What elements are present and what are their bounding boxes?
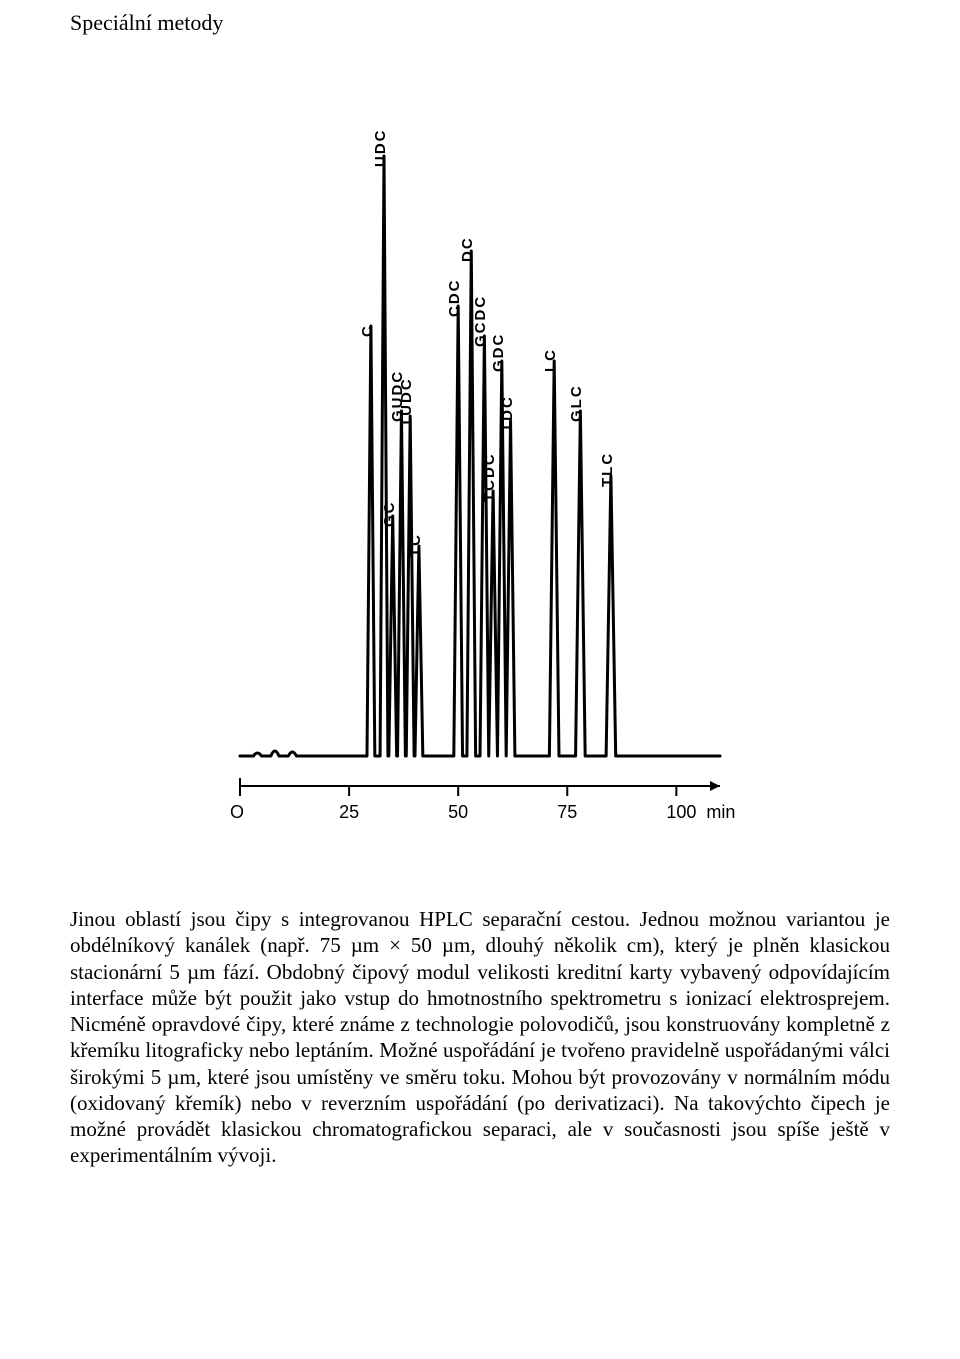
- peak-label: TLC: [599, 452, 616, 487]
- peak-label: LC: [542, 348, 559, 372]
- body-paragraph: Jinou oblastí jsou čipy s integrovanou H…: [70, 906, 890, 1169]
- peak-label: TUDC: [398, 377, 415, 427]
- peak-label: CDC: [446, 279, 463, 318]
- peak-label: GLC: [568, 384, 585, 422]
- x-axis-tick-label: 50: [448, 802, 468, 823]
- chromatogram-figure: CUDCGCGUDCTUDCTCCDCDCGCDCTCDCGDCTDCLCGLC…: [200, 76, 760, 836]
- peak-label: GDC: [490, 333, 507, 372]
- peak-label: C: [359, 324, 376, 337]
- peak-label: TDC: [499, 395, 516, 432]
- x-axis-arrowhead: [710, 781, 720, 791]
- figure-container: CUDCGCGUDCTUDCTCCDCDCGCDCTCDCGDCTDCLCGLC…: [70, 76, 890, 836]
- x-axis-tick-label: O: [230, 802, 244, 823]
- x-axis-tick-label: 100: [666, 802, 696, 823]
- x-axis-unit: min: [706, 802, 735, 823]
- page-heading: Speciální metody: [70, 10, 890, 36]
- chromatogram-trace: [240, 156, 720, 756]
- x-axis-tick-label: 75: [557, 802, 577, 823]
- peak-label: TC: [407, 533, 424, 557]
- x-axis-tick-label: 25: [339, 802, 359, 823]
- peak-label: TCDC: [481, 452, 498, 502]
- peak-label: GCDC: [472, 295, 489, 347]
- peak-label: GC: [381, 501, 398, 528]
- peak-label: DC: [459, 236, 476, 262]
- peak-label: UDC: [372, 129, 389, 168]
